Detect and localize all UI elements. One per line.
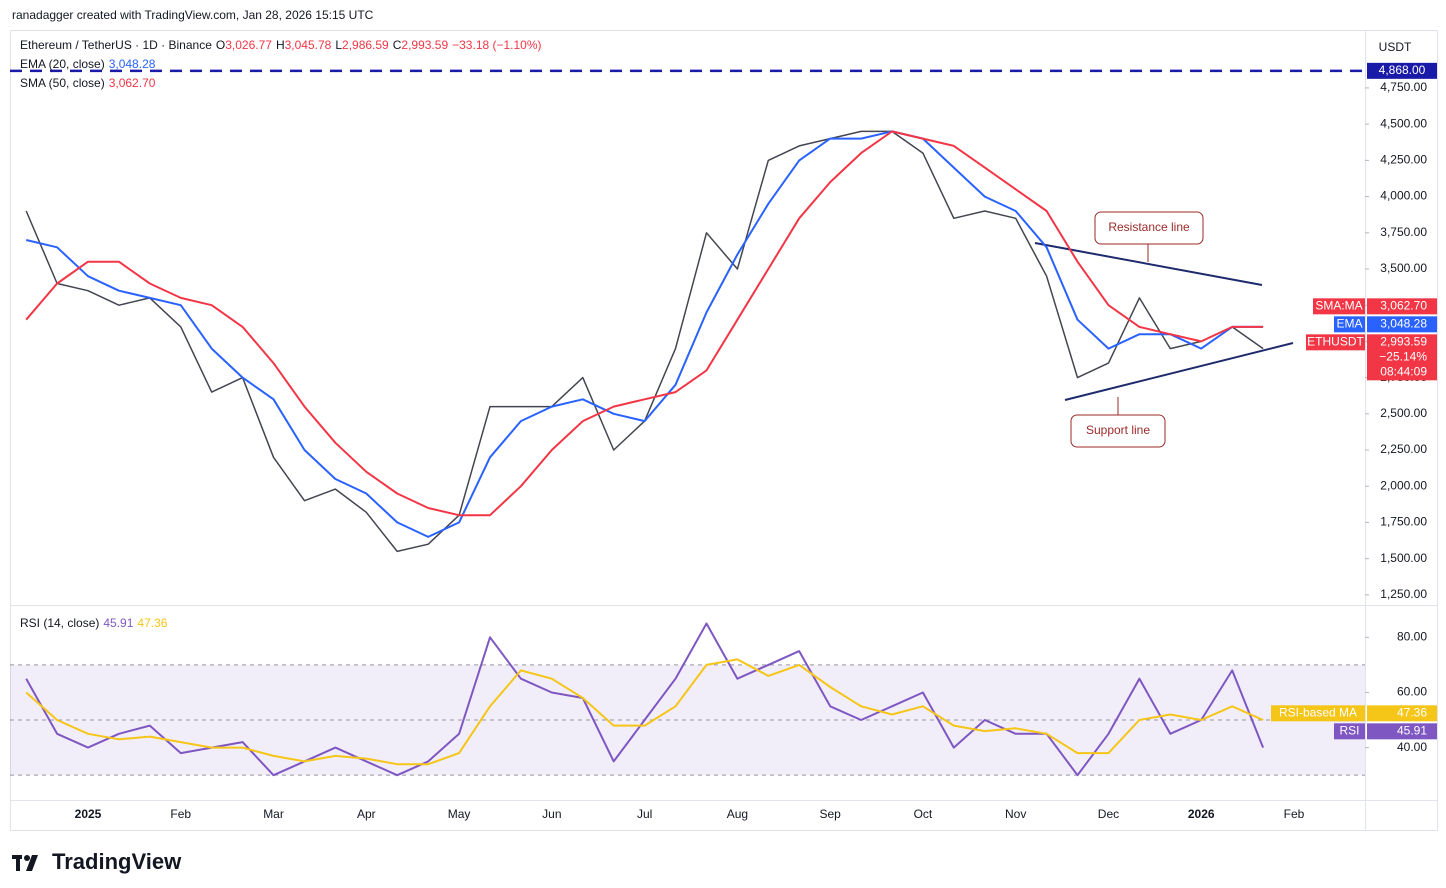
x-tick-label: May [448, 807, 471, 821]
tag-label-box [1313, 298, 1365, 315]
ohlc-value: 3,026.77 [225, 38, 272, 52]
y-tick-label: 2,500.00 [1380, 406, 1427, 420]
tag-value: 3,062.70 [1380, 298, 1427, 312]
callout-box [1094, 211, 1204, 245]
frame [10, 30, 1438, 831]
x-tick-label: Aug [727, 807, 748, 821]
x-tick-label: Mar [263, 807, 284, 821]
tag-value-box [1367, 705, 1437, 722]
tag-label: ETHUSDT [1307, 334, 1364, 348]
legend-row: EMA (20, close) 3,048.28 [20, 55, 546, 74]
tag-value: 2,993.59 [1380, 334, 1427, 348]
legend-value: 47.36 [137, 616, 168, 630]
tag-label-box [1334, 723, 1365, 740]
brand: TradingView [52, 849, 182, 874]
y-tick-label: 3,500.00 [1380, 261, 1427, 275]
series-line [25, 622, 1265, 777]
ohlc-key: O [215, 38, 226, 52]
y-tick-label: 4,250.00 [1380, 153, 1427, 167]
ohlc-value: 2,986.59 [342, 38, 389, 52]
legend-name: RSI (14, close) [20, 616, 100, 630]
tag-countdown: 08:44:09 [1380, 364, 1427, 378]
y-tick-label: 2,000.00 [1380, 478, 1427, 492]
logo-mark [12, 855, 38, 871]
y-tick-label: 4,000.00 [1380, 189, 1427, 203]
y-tick-label: 1,250.00 [1380, 587, 1427, 601]
y-tick-label: 3,750.00 [1380, 225, 1427, 239]
ohlc-change: −33.18 (−1.10%) [452, 38, 542, 52]
x-tick-label: Jun [542, 807, 561, 821]
tag-value-box [1367, 723, 1437, 740]
legend-value: 3,062.70 [108, 76, 156, 90]
x-tick-label: 2026 [1188, 807, 1215, 821]
series-line [25, 130, 1264, 553]
x-tick-label: Dec [1098, 807, 1119, 821]
tag-change: −25.14% [1379, 349, 1427, 363]
x-tick-label: Feb [170, 807, 191, 821]
annotation: Support line [1086, 423, 1150, 437]
tag-label: RSI-based MA [1279, 705, 1357, 719]
tag-label: EMA [1336, 316, 1362, 330]
x-tick-label: 2025 [75, 807, 102, 821]
y-tick-label: 2,250.00 [1380, 442, 1427, 456]
series-line [25, 658, 1264, 766]
price-legend: Ethereum / TetherUS · 1D · Binance O3,026… [20, 36, 546, 93]
ohlc-key: C [392, 38, 402, 52]
ohlc-value: 3,045.78 [284, 38, 332, 52]
support-trendline [1064, 342, 1294, 401]
series-line [25, 130, 1264, 517]
legend-name: SMA (50, close) [20, 76, 105, 90]
rsi-legend: RSI (14, close) 45.91 47.36 [20, 614, 171, 633]
tag-label: RSI [1339, 723, 1359, 737]
x-tick-label: Jul [637, 807, 652, 821]
legend-value: 3,048.28 [108, 57, 156, 71]
ohlc-value: 2,993.59 [401, 38, 449, 52]
legend-row: SMA (50, close) 3,062.70 [20, 74, 546, 93]
tag-label-box [1334, 316, 1365, 333]
tag-label-box [1271, 705, 1365, 722]
header: ranadagger created with TradingView.com,… [12, 8, 374, 22]
tag-label: SMA:MA [1315, 298, 1362, 312]
tag-value: 45.91 [1397, 723, 1427, 737]
x-tick-label: Feb [1284, 807, 1305, 821]
tag-value-box [1367, 316, 1437, 333]
y-tick-label: 80.00 [1397, 630, 1427, 644]
symbol-title: Ethereum / TetherUS · 1D · Binance [20, 38, 212, 52]
tag-label-box [1306, 334, 1365, 351]
x-tick-label: Sep [819, 807, 841, 821]
y-tick-label: 40.00 [1397, 740, 1427, 754]
annotation: Resistance line [1108, 220, 1190, 234]
series-line [25, 130, 1264, 538]
y-tick-label: 1,750.00 [1380, 515, 1427, 529]
y-tick-label: 4,500.00 [1380, 116, 1427, 130]
ohlc-key: L [335, 38, 343, 52]
reference-tag [1367, 62, 1437, 79]
x-tick-label: Nov [1005, 807, 1026, 821]
currency-label: USDT [1379, 40, 1412, 54]
x-tick-label: Apr [357, 807, 376, 821]
reference-tag-label: 4,868.00 [1379, 63, 1426, 77]
tag-value: 47.36 [1397, 705, 1427, 719]
tag-value-box [1367, 334, 1437, 381]
legend-value: 45.91 [103, 616, 134, 630]
tag-value: 3,048.28 [1380, 316, 1427, 330]
x-tick-label: Oct [914, 807, 933, 821]
y-tick-label: 4,750.00 [1380, 80, 1427, 94]
legend-row: Ethereum / TetherUS · 1D · Binance O3,026… [20, 36, 546, 55]
legend-name: EMA (20, close) [20, 57, 105, 71]
ohlc-key: H [275, 38, 285, 52]
callout-box [1070, 414, 1166, 448]
y-tick-label: 1,500.00 [1380, 551, 1427, 565]
tag-value-box [1367, 298, 1437, 315]
resistance-trendline [1034, 242, 1263, 286]
y-tick-label: 60.00 [1397, 685, 1427, 699]
